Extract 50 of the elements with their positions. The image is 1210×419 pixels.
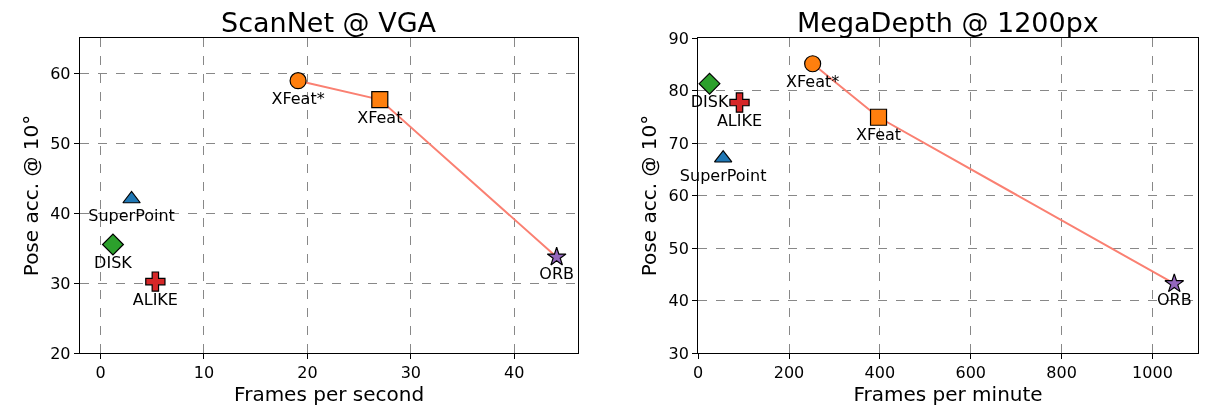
- x-tick-label: 600: [955, 363, 987, 383]
- x-tick-label: 10: [193, 363, 215, 383]
- point: [804, 55, 822, 73]
- series-label: XFeat*: [786, 71, 840, 91]
- series-label: ORB: [539, 263, 574, 283]
- y-tick-label: 30: [50, 273, 71, 293]
- y-tick-label: 20: [50, 343, 71, 363]
- point: [869, 108, 888, 126]
- point: [101, 233, 124, 256]
- point: [729, 92, 750, 113]
- point: [371, 91, 389, 109]
- x-tick-label: 0: [95, 363, 106, 383]
- y-tick-label: 60: [668, 186, 689, 206]
- x-tick-label: 400: [864, 363, 896, 383]
- x-tick-label: 0: [693, 363, 704, 383]
- x-tick-label: 30: [400, 363, 422, 383]
- point: [698, 72, 721, 95]
- y-tick-label: 70: [668, 133, 689, 153]
- series-label: XFeat: [855, 125, 902, 145]
- y-tick-label: 60: [50, 63, 71, 83]
- series-label: ALIKE: [716, 110, 763, 130]
- series-label: ORB: [1156, 290, 1192, 310]
- y-tick-label: 90: [668, 28, 689, 48]
- x-tick-label: 1000: [1132, 363, 1173, 383]
- y-tick-label: 50: [668, 238, 689, 258]
- y-tick-label: 30: [668, 343, 689, 363]
- x-axis-title: Frames per minute: [853, 382, 1043, 407]
- x-axis-title: Frames per second: [234, 382, 425, 407]
- series-label: DISK: [94, 252, 133, 272]
- chart-title: ScanNet @ VGA: [221, 7, 437, 38]
- chart-title: MegaDepth @ 1200px: [797, 7, 1099, 38]
- series-label: XFeat*: [271, 88, 325, 108]
- x-tick-label: 200: [773, 363, 805, 383]
- y-axis-title: Pose acc. @ 10°: [637, 114, 662, 277]
- point: [145, 271, 166, 292]
- point: [289, 72, 307, 90]
- point: [1164, 273, 1185, 293]
- series-label: ALIKE: [132, 289, 178, 309]
- x-tick-label: 800: [1046, 363, 1077, 383]
- point: [546, 246, 567, 266]
- x-tick-label: 40: [504, 363, 525, 383]
- point: [122, 190, 141, 204]
- y-tick-label: 80: [668, 81, 689, 101]
- y-tick-label: 40: [668, 291, 689, 311]
- y-tick-label: 50: [50, 133, 71, 153]
- series-label: XFeat: [357, 107, 403, 127]
- y-axis-title: Pose acc. @ 10°: [18, 114, 43, 277]
- y-tick-label: 40: [50, 203, 71, 223]
- x-tick-label: 20: [297, 363, 318, 383]
- series-label: SuperPoint: [88, 206, 175, 226]
